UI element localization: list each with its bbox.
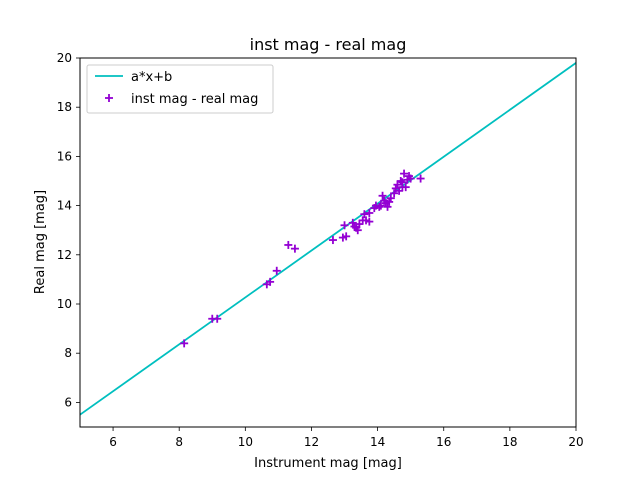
- data-point: [406, 174, 415, 183]
- y-tick-label: 20: [57, 51, 72, 65]
- x-tick-label: 8: [175, 435, 183, 449]
- y-tick-label: 16: [57, 149, 72, 163]
- data-point: [386, 194, 395, 203]
- x-tick-label: 6: [109, 435, 117, 449]
- data-point: [348, 218, 357, 227]
- data-point: [401, 183, 410, 192]
- plot-area: [80, 58, 576, 427]
- x-tick-label: 20: [568, 435, 583, 449]
- y-tick-label: 12: [57, 248, 72, 262]
- data-point: [385, 197, 394, 206]
- y-axis: 6 8 10 12 14 16 18 20: [57, 51, 80, 409]
- legend: a*x+b inst mag - real mag: [86, 64, 274, 114]
- y-axis-label: Real mag [mag]: [33, 190, 48, 294]
- legend-marker-swatch: [105, 94, 113, 102]
- data-point: [272, 266, 281, 275]
- data-point: [365, 217, 374, 226]
- data-point: [213, 314, 222, 323]
- x-axis: 6 8 10 12 14 16 18 20: [109, 427, 584, 449]
- data-point: [284, 240, 293, 249]
- data-point: [376, 201, 385, 210]
- fit-line: [80, 62, 576, 416]
- y-tick-label: 14: [57, 199, 72, 213]
- x-tick-label: 18: [502, 435, 517, 449]
- data-point: [180, 339, 189, 348]
- legend-marker-plus: [105, 94, 113, 102]
- x-tick-label: 16: [436, 435, 451, 449]
- data-point: [365, 208, 374, 217]
- x-tick-label: 14: [370, 435, 385, 449]
- data-point: [396, 177, 405, 185]
- series-layer: [80, 62, 576, 416]
- y-tick-label: 10: [57, 297, 72, 311]
- data-point: [383, 202, 392, 211]
- x-tick-label: 10: [238, 435, 253, 449]
- x-axis-label: Instrument mag [mag]: [254, 456, 402, 471]
- data-point: [390, 189, 399, 198]
- legend-label-fit: a*x+b: [131, 70, 172, 85]
- data-point: [378, 191, 387, 200]
- y-tick-label: 6: [64, 395, 72, 409]
- data-point: [266, 277, 275, 286]
- x-tick-label: 12: [304, 435, 319, 449]
- data-point: [360, 210, 369, 219]
- y-tick-label: 18: [57, 100, 72, 114]
- data-point: [290, 244, 299, 253]
- legend-box: [86, 64, 274, 114]
- data-point: [340, 221, 349, 230]
- data-point: [416, 174, 425, 183]
- data-point: [342, 232, 351, 241]
- data-point: [353, 226, 362, 235]
- data-point: [375, 202, 384, 211]
- chart-title: inst mag - real mag: [250, 35, 407, 54]
- data-point: [328, 236, 337, 245]
- plot-frame: [79, 57, 577, 428]
- y-tick-label: 8: [64, 346, 72, 360]
- data-point: [400, 169, 409, 178]
- legend-label-points: inst mag - real mag: [131, 92, 258, 107]
